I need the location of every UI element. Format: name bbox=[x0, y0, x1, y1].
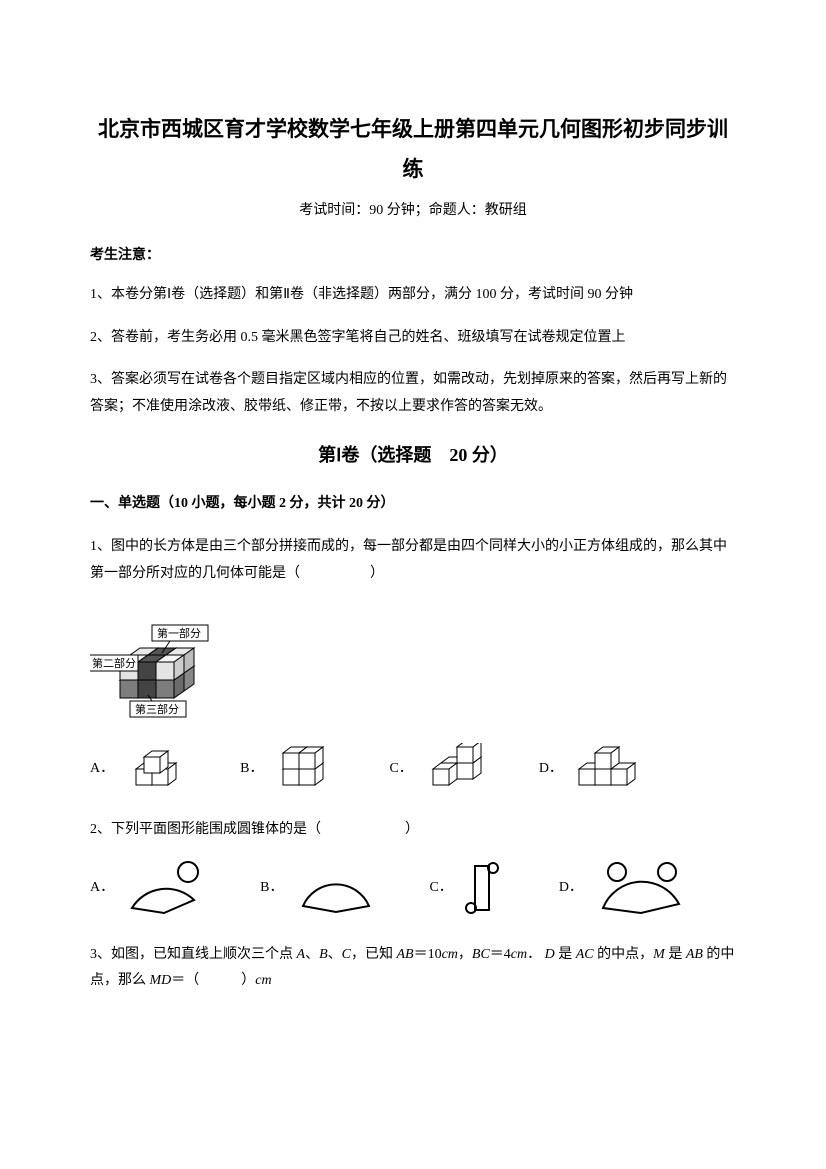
net-figure-icon bbox=[591, 858, 691, 918]
notice-item: 2、答卷前，考生务必用 0.5 毫米黑色签字笔将自己的姓名、班级填写在试卷规定位… bbox=[90, 325, 736, 352]
label-part-1: 第一部分 bbox=[157, 626, 201, 640]
q2-options: A． B． C． D． bbox=[90, 858, 736, 918]
cube-figure-icon bbox=[571, 743, 651, 793]
q2-option-d: D． bbox=[559, 858, 691, 918]
option-label: C． bbox=[389, 756, 412, 781]
question-2: 2、下列平面图形能围成圆锥体的是（ ） bbox=[90, 817, 736, 844]
q1-option-a: A． bbox=[90, 743, 192, 793]
option-label: D． bbox=[559, 875, 583, 900]
question-3: 3、如图，已知直线上顺次三个点 A、B、C，已知 AB＝10cm，BC＝4cm．… bbox=[90, 942, 736, 995]
page-title: 北京市西城区育才学校数学七年级上册第四单元几何图形初步同步训练 bbox=[90, 110, 736, 190]
section-1-heading: 第Ⅰ卷（选择题 20 分） bbox=[90, 439, 736, 471]
q2-option-a: A． bbox=[90, 858, 212, 918]
notice-item: 3、答案必须写在试卷各个题目指定区域内相应的位置，如需改动，先划掉原来的答案，然… bbox=[90, 367, 736, 420]
question-1: 1、图中的长方体是由三个部分拼接而成的，每一部分都是由四个同样大小的小正方体组成… bbox=[90, 534, 736, 587]
q1-option-b: B． bbox=[240, 743, 341, 793]
label-part-3: 第三部分 bbox=[135, 702, 179, 716]
net-figure-icon bbox=[122, 858, 212, 918]
q1-option-c: C． bbox=[389, 743, 490, 793]
option-label: C． bbox=[429, 875, 452, 900]
option-label: A． bbox=[90, 875, 114, 900]
q1-option-d: D． bbox=[539, 743, 651, 793]
label-part-2: 第二部分 bbox=[92, 656, 136, 670]
cube-figure-icon bbox=[271, 743, 341, 793]
exam-info: 考试时间：90 分钟；命题人：教研组 bbox=[90, 198, 736, 223]
q2-option-b: B． bbox=[260, 858, 381, 918]
option-label: A． bbox=[90, 756, 114, 781]
part-1-heading: 一、单选题（10 小题，每小题 2 分，共计 20 分） bbox=[90, 491, 736, 516]
notice-heading: 考生注意： bbox=[90, 243, 736, 268]
option-label: B． bbox=[260, 875, 283, 900]
option-label: D． bbox=[539, 756, 563, 781]
q2-option-c: C． bbox=[429, 858, 510, 918]
q1-figure: 第一部分 第二部分 第三部分 bbox=[90, 603, 736, 723]
notice-item: 1、本卷分第Ⅰ卷（选择题）和第Ⅱ卷（非选择题）两部分，满分 100 分，考试时间… bbox=[90, 282, 736, 309]
q1-options: A． B． bbox=[90, 743, 736, 793]
net-figure-icon bbox=[291, 858, 381, 918]
option-label: B． bbox=[240, 756, 263, 781]
net-figure-icon bbox=[461, 858, 511, 918]
cube-figure-icon bbox=[421, 743, 491, 793]
cube-figure-icon bbox=[122, 743, 192, 793]
